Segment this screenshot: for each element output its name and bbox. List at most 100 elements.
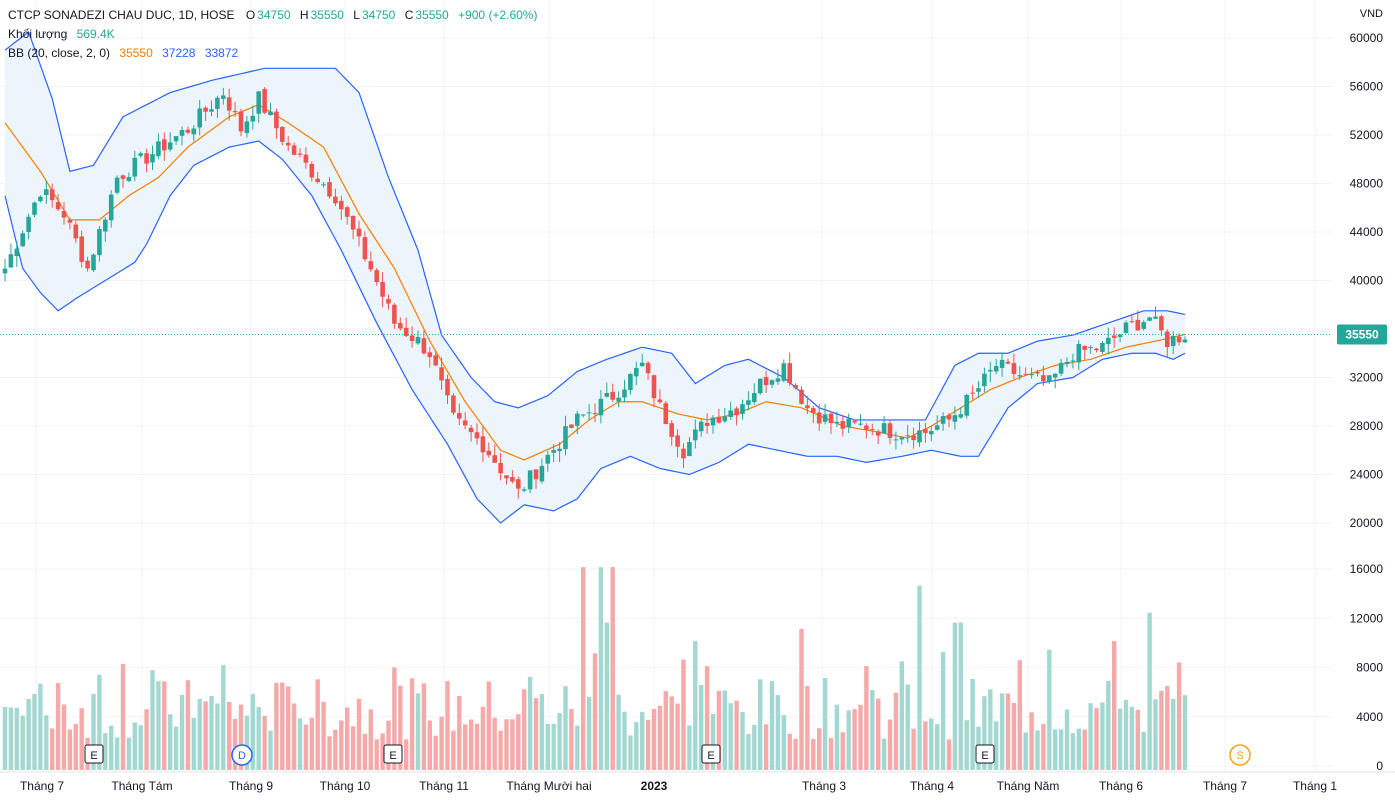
volume-bar bbox=[280, 682, 285, 770]
candle-body bbox=[757, 378, 763, 394]
candle bbox=[1141, 320, 1146, 331]
candle bbox=[380, 272, 385, 308]
candle-body bbox=[433, 355, 438, 366]
candle bbox=[811, 405, 816, 424]
candle bbox=[185, 126, 191, 135]
candle bbox=[156, 133, 161, 160]
time-tick-label: Tháng 10 bbox=[320, 779, 371, 793]
candle bbox=[899, 436, 905, 445]
candle-body bbox=[693, 429, 698, 441]
candle-body bbox=[716, 416, 722, 423]
candle bbox=[988, 361, 993, 383]
candle bbox=[592, 403, 598, 423]
candle bbox=[757, 378, 763, 396]
volume-bar bbox=[44, 715, 49, 770]
candle bbox=[580, 414, 586, 418]
volume-bar bbox=[132, 722, 137, 770]
volume-bar bbox=[1076, 728, 1081, 770]
candle-body bbox=[61, 211, 67, 218]
candle-body bbox=[1141, 322, 1146, 329]
candle bbox=[704, 413, 710, 434]
volume-bar bbox=[799, 628, 804, 770]
volume-bar bbox=[179, 694, 185, 770]
candle-body bbox=[386, 299, 391, 304]
candle-body bbox=[982, 373, 987, 387]
volume-bar bbox=[333, 729, 338, 770]
candle bbox=[805, 396, 810, 414]
candle bbox=[586, 404, 592, 421]
time-tick-label: Tháng 7 bbox=[1203, 779, 1247, 793]
candle bbox=[392, 303, 397, 329]
candle bbox=[769, 379, 775, 388]
candle bbox=[669, 420, 674, 446]
candle bbox=[657, 389, 663, 404]
volume-bar bbox=[8, 707, 14, 770]
price-tick-label: 52000 bbox=[1350, 128, 1384, 142]
volume-legend: Khối lượng 569.4K bbox=[8, 27, 117, 41]
candle-body bbox=[8, 254, 14, 268]
bb-band-fill bbox=[5, 31, 1185, 523]
candle-body bbox=[893, 439, 899, 441]
volume-bar bbox=[1017, 660, 1022, 770]
candle-body bbox=[545, 454, 551, 464]
volume-bar bbox=[539, 693, 545, 770]
volume-bar bbox=[746, 733, 751, 770]
candle bbox=[179, 126, 185, 146]
ohlc-legend: CTCP SONADEZI CHAU DUC, 1D, HOSE O 34750 … bbox=[8, 8, 539, 22]
candle bbox=[828, 411, 834, 434]
candle-body bbox=[816, 412, 822, 424]
candle-body bbox=[516, 479, 521, 489]
volume-bar bbox=[1123, 699, 1129, 770]
volume-bar bbox=[238, 704, 244, 770]
candle bbox=[468, 424, 474, 442]
candle bbox=[752, 383, 757, 405]
candle bbox=[1058, 358, 1064, 376]
candle bbox=[1088, 345, 1093, 354]
volume-bar bbox=[704, 666, 710, 770]
candle-body bbox=[451, 395, 456, 413]
candle-body bbox=[651, 375, 657, 399]
volume-bar bbox=[421, 683, 427, 770]
candle bbox=[480, 427, 486, 462]
candle-body bbox=[917, 430, 922, 443]
volume-bar bbox=[923, 721, 928, 770]
candle-body bbox=[940, 416, 946, 424]
candle bbox=[79, 230, 84, 268]
candle-body bbox=[191, 128, 197, 135]
volume-bar bbox=[457, 695, 462, 770]
candle bbox=[1082, 345, 1087, 360]
candle bbox=[238, 108, 244, 137]
candle bbox=[67, 217, 73, 230]
candle-body bbox=[1170, 335, 1176, 346]
candle-body bbox=[291, 145, 297, 155]
volume-bar bbox=[1135, 709, 1140, 770]
candle bbox=[173, 135, 179, 145]
candle-body bbox=[374, 270, 379, 283]
candle-body bbox=[221, 95, 226, 99]
volume-bar bbox=[73, 724, 78, 770]
candle bbox=[327, 177, 332, 199]
time-tick-label: Tháng 1 bbox=[1293, 779, 1337, 793]
candle-body bbox=[976, 388, 981, 392]
time-tick-label: Tháng 11 bbox=[419, 779, 469, 793]
candle bbox=[952, 406, 958, 430]
candle-body bbox=[946, 414, 952, 420]
volume-bar bbox=[610, 567, 615, 770]
candle-body bbox=[114, 177, 120, 193]
volume-bar bbox=[870, 690, 875, 770]
candle-body bbox=[380, 282, 385, 297]
volume-bar bbox=[498, 730, 503, 770]
volume-bar bbox=[227, 702, 232, 770]
volume-bar bbox=[805, 686, 810, 770]
candle-body bbox=[1176, 336, 1182, 343]
candle-body bbox=[156, 141, 161, 157]
volume-bar bbox=[1176, 662, 1182, 770]
candle-body bbox=[527, 470, 533, 490]
candle bbox=[781, 359, 787, 383]
candle-body bbox=[468, 427, 474, 433]
volume-bar bbox=[463, 724, 468, 770]
candle bbox=[1129, 313, 1135, 324]
volume-bar bbox=[103, 733, 108, 770]
